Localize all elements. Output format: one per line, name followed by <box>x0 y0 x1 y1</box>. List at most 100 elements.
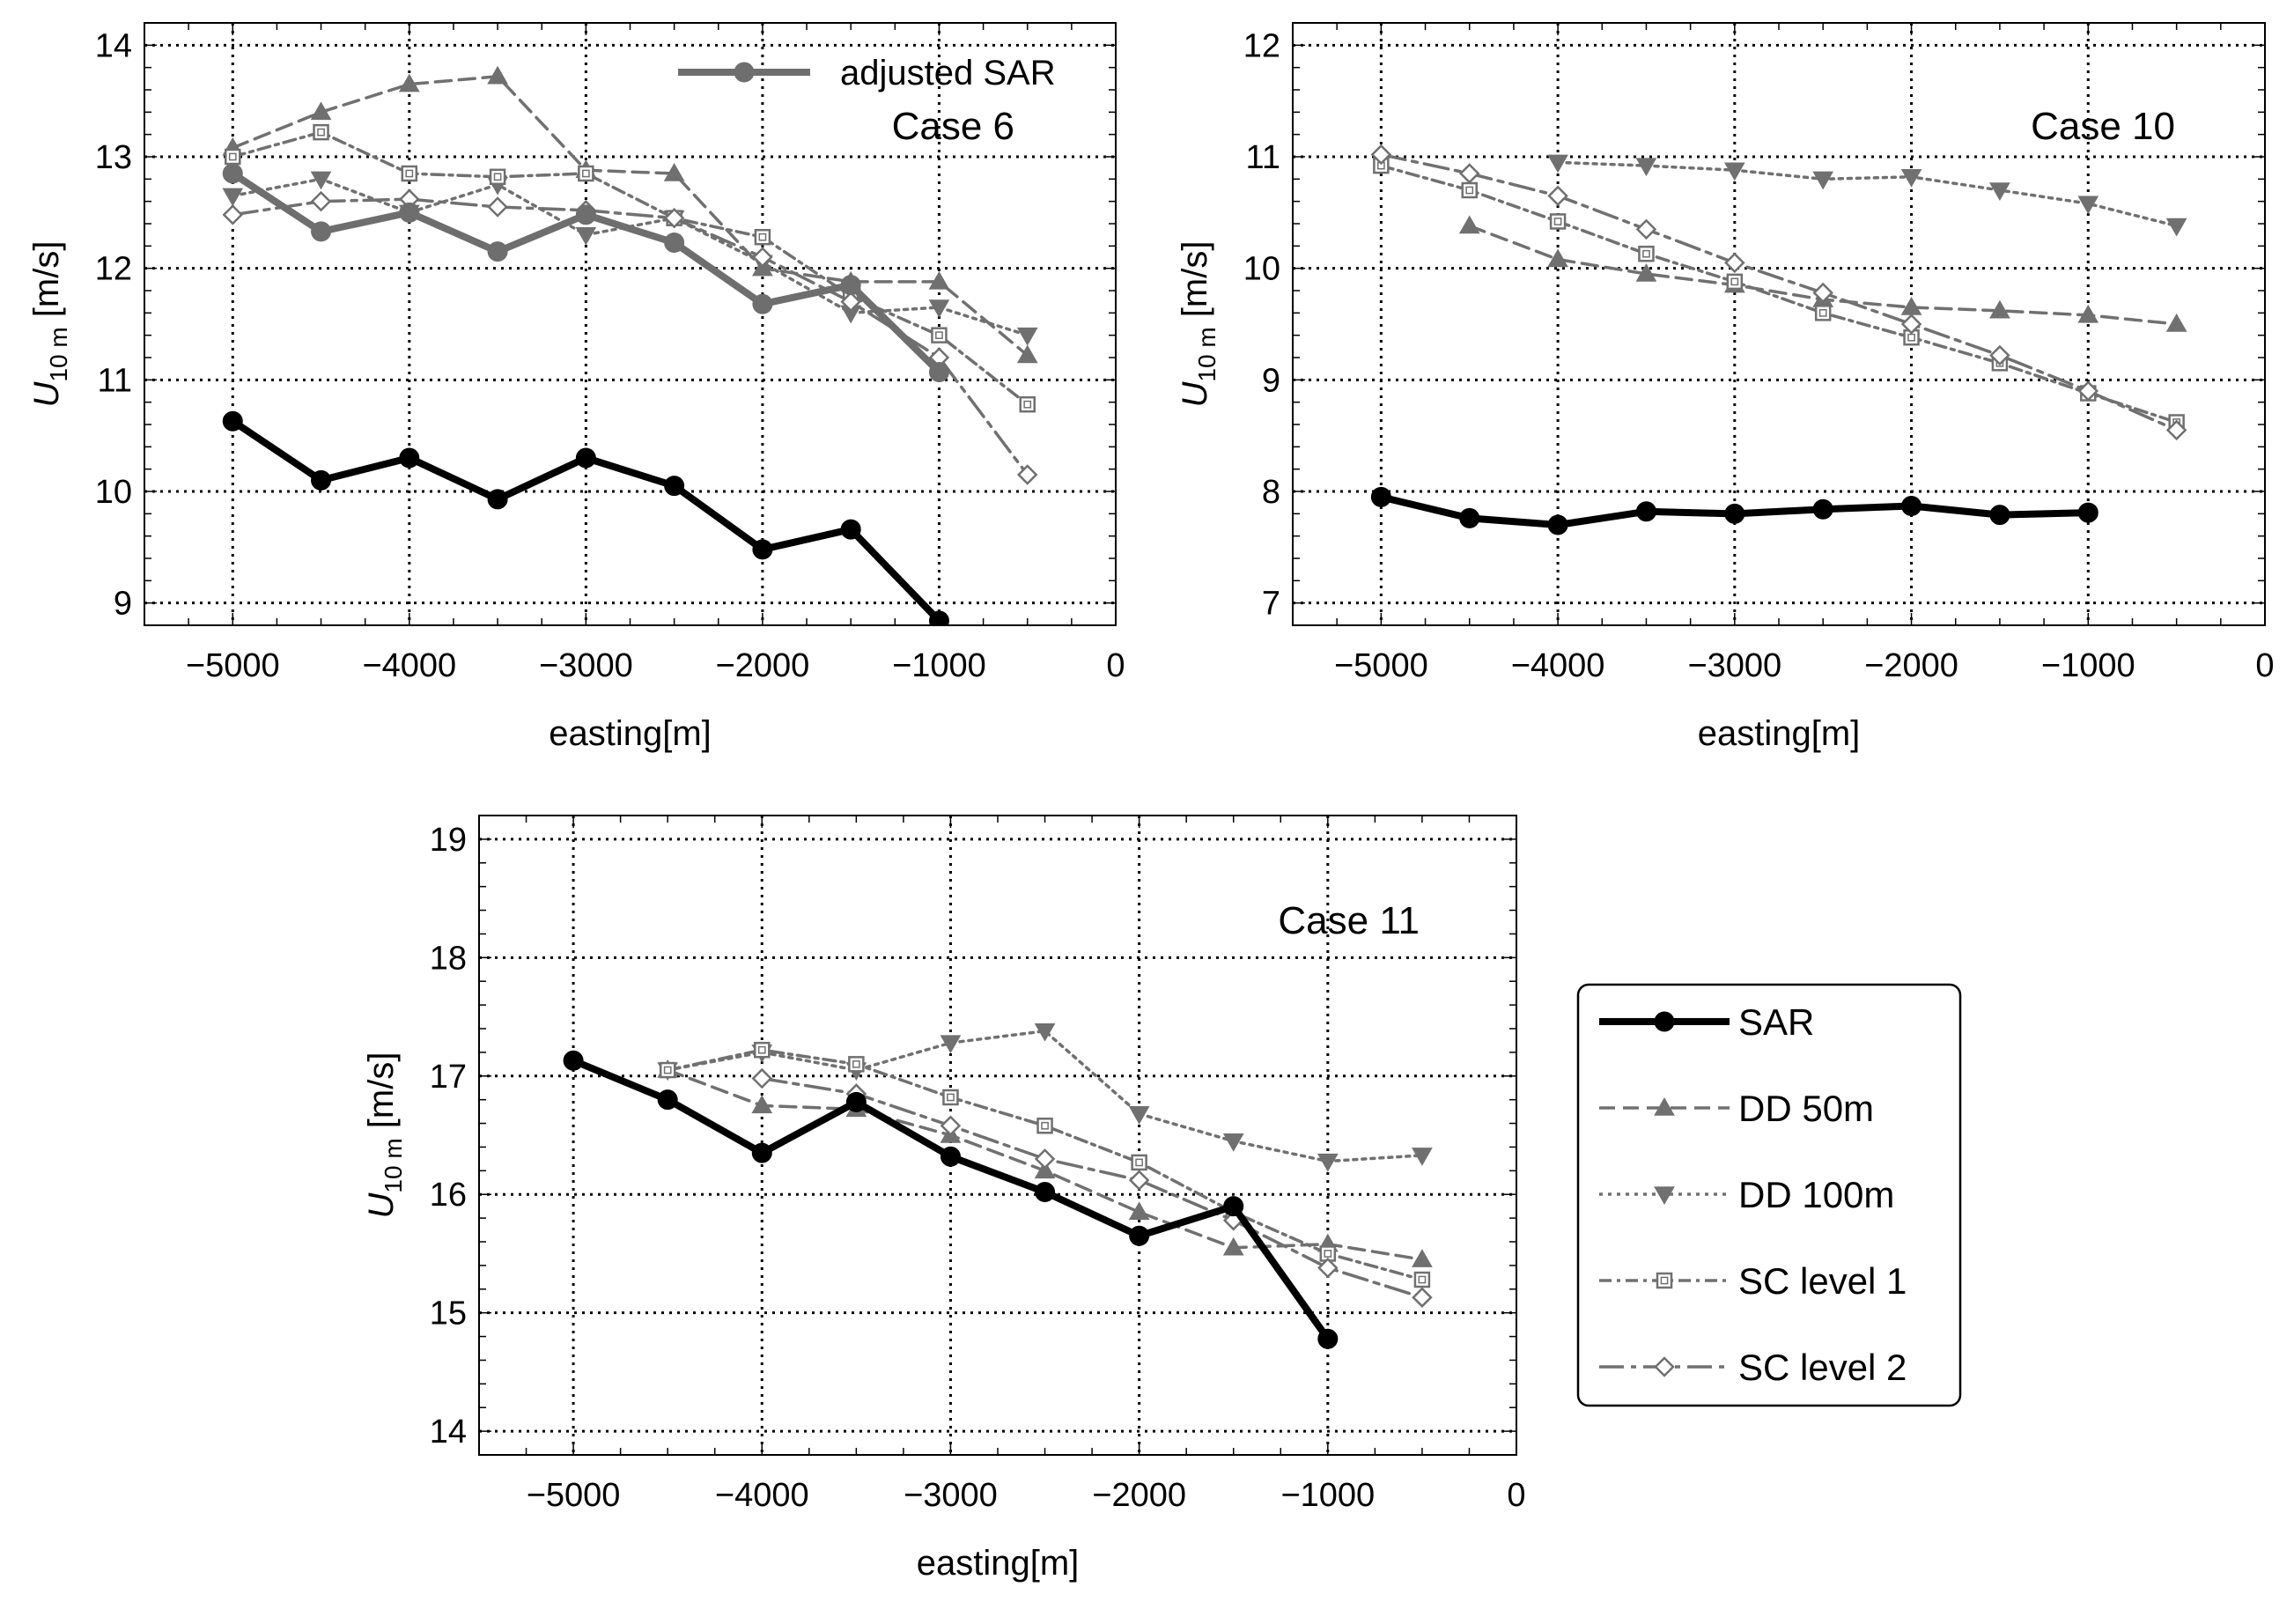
data-point-sar <box>1035 1182 1056 1203</box>
series-adj <box>222 163 949 382</box>
chart-panel-2: −5000 −4000 −3000 −2000 −1000 0 7 8 9 10 11 12 easti… <box>1176 22 2275 753</box>
data-point-sc1 <box>1549 213 1567 230</box>
data-point-sc1-inner <box>405 169 414 178</box>
data-point-sar <box>311 469 332 491</box>
x-tick-label: −5000 <box>1334 647 1428 684</box>
plot-area <box>1370 144 2187 535</box>
plot-frame <box>478 815 1517 1456</box>
data-point-adj <box>311 221 332 242</box>
y-tick-label: 9 <box>114 586 132 623</box>
legend-marker-inner <box>1660 1276 1669 1285</box>
y-tick-label: 14 <box>430 1414 467 1451</box>
data-point-sc2 <box>752 247 773 268</box>
y-tick-label: 11 <box>1246 139 1280 176</box>
x-tick-label: −4000 <box>362 647 456 684</box>
inline-legend: adjusted SAR <box>678 54 1056 92</box>
data-point-sc1 <box>754 1041 771 1059</box>
data-point-dd100 <box>1723 162 1745 181</box>
data-point-sc2 <box>487 196 508 218</box>
data-point-adj <box>399 202 420 223</box>
plot-frame <box>144 22 1117 626</box>
y-tick-label: 14 <box>95 27 132 64</box>
data-point-sc1-inner <box>1324 1250 1332 1258</box>
data-point-dd50 <box>398 73 420 92</box>
data-point-sc2 <box>1635 218 1657 240</box>
data-point-dd100 <box>1222 1133 1244 1152</box>
data-point-dd50 <box>1547 248 1568 268</box>
y-tick-label: 12 <box>1243 27 1280 64</box>
data-point-sc1-inner <box>493 173 502 181</box>
legend-item-sc2: SC level 2 <box>1599 1347 1907 1388</box>
data-point-dd100 <box>928 299 950 319</box>
y-tick-label: 16 <box>430 1177 467 1214</box>
data-point-sar <box>840 519 861 540</box>
data-point-dd100 <box>575 226 597 246</box>
data-point-adj <box>840 275 861 296</box>
inline-legend-label: adjusted SAR <box>840 54 1056 92</box>
chart-title: Case 11 <box>1278 899 1420 942</box>
legend-label: SC level 1 <box>1738 1260 1907 1302</box>
data-point-sc2 <box>1317 1257 1339 1279</box>
data-point-sc1-inner <box>1418 1275 1427 1284</box>
data-point-sc2 <box>310 190 332 212</box>
legend-label: DD 50m <box>1738 1088 1874 1129</box>
data-point-sc1 <box>489 168 506 186</box>
y-tick-label: 13 <box>95 139 132 176</box>
data-point-sc1 <box>931 327 948 343</box>
y-axis-label-unit: [m/s] <box>1176 241 1214 328</box>
legend-item-dd50: DD 50m <box>1599 1088 1874 1129</box>
data-point-dd50 <box>1635 262 1657 282</box>
data-point-sc2 <box>1900 314 1922 335</box>
data-point-sc2 <box>1724 252 1745 274</box>
data-point-dd100 <box>2077 196 2099 215</box>
legend-marker <box>1656 1272 1673 1289</box>
data-point-dd50 <box>2165 313 2187 332</box>
x-tick-label: −1000 <box>892 647 986 684</box>
data-point-sc1-inner <box>935 331 943 340</box>
y-axis-label-unit: [m/s] <box>27 241 66 328</box>
legend-box <box>1576 983 1962 1407</box>
data-point-sar <box>1635 501 1656 522</box>
data-point-sc1 <box>1036 1117 1053 1134</box>
data-point-dd50 <box>1016 344 1038 364</box>
data-point-dd50 <box>1989 299 2010 319</box>
y-tick-label: 12 <box>95 251 132 288</box>
x-tick-label: −2000 <box>1092 1477 1186 1514</box>
data-point-sc1 <box>1413 1271 1431 1288</box>
x-axis-label: easting[m] <box>1698 714 1861 753</box>
data-point-sar <box>751 1142 772 1163</box>
data-point-sc1-inner <box>1023 400 1032 409</box>
data-point-sar <box>940 1146 961 1167</box>
data-point-sc2 <box>2165 419 2187 441</box>
x-axis-label: easting[m] <box>917 1544 1080 1583</box>
y-axis-label-subscript: 10 m <box>1193 327 1221 381</box>
data-point-sc1 <box>401 165 418 182</box>
data-point-sc1-inner <box>1465 186 1474 195</box>
data-point-dd100 <box>1812 171 1834 190</box>
x-tick-label: −3000 <box>1687 647 1781 684</box>
y-axis-label: U10 m [m/s] <box>362 1052 407 1219</box>
data-point-dd100 <box>222 188 244 207</box>
data-point-sar <box>657 1089 678 1111</box>
data-point-dd50 <box>1458 215 1480 234</box>
data-point-sc1 <box>1019 395 1036 413</box>
y-tick-label: 19 <box>430 822 467 859</box>
data-point-sc2 <box>2077 380 2099 402</box>
data-point-adj <box>928 361 949 382</box>
series-line-sc1 <box>231 130 1029 406</box>
data-point-sc2 <box>1458 163 1480 184</box>
y-axis-label-subscript: 10 m <box>45 327 72 381</box>
data-point-dd50 <box>310 101 332 121</box>
series-line-sc2 <box>760 1076 1424 1299</box>
data-point-dd100 <box>1034 1022 1056 1042</box>
x-tick-label: 0 <box>1106 647 1125 684</box>
data-point-dd50 <box>1222 1236 1244 1256</box>
data-point-dd100 <box>1412 1148 1433 1166</box>
series-sar <box>222 410 949 625</box>
data-point-sc1-inner <box>663 1066 672 1074</box>
y-axis-label-subscript: 10 m <box>380 1138 407 1192</box>
data-point-adj <box>487 241 508 262</box>
x-tick-label: −4000 <box>715 1477 809 1514</box>
x-tick-label: −1000 <box>1280 1477 1375 1514</box>
series-dd100 <box>657 1022 1433 1172</box>
